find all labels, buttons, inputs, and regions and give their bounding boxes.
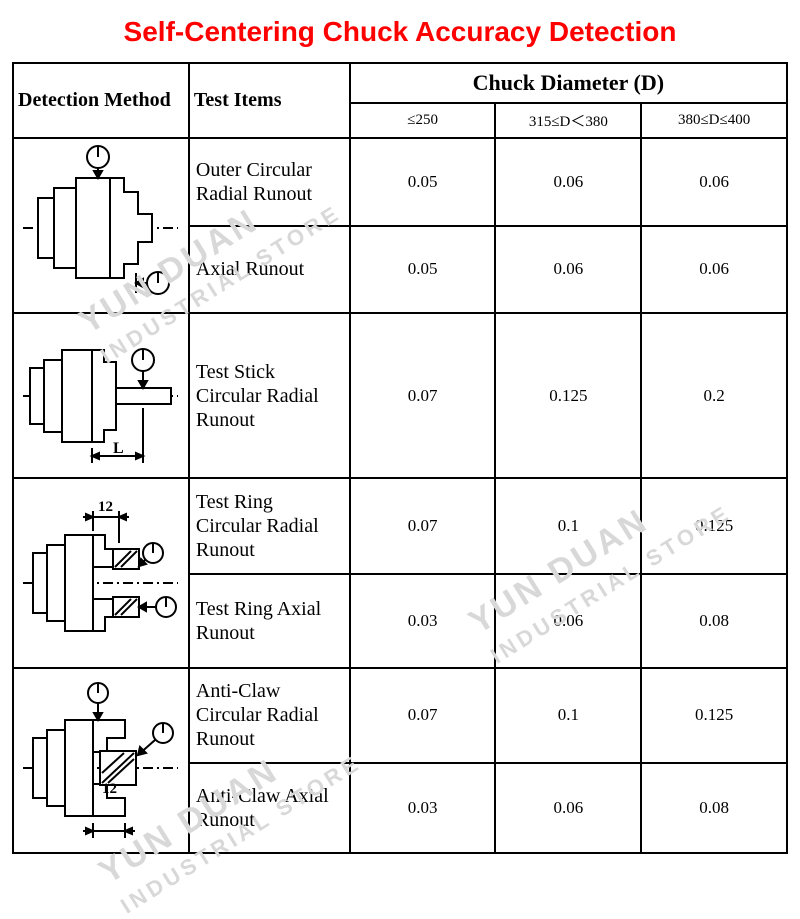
col-header-chuck: Chuck Diameter (D) bbox=[350, 63, 787, 103]
svg-text:L: L bbox=[113, 440, 124, 457]
diagram-test-stick: L bbox=[13, 313, 189, 478]
value-cell: 0.03 bbox=[350, 763, 496, 854]
test-item-label: Test Stick Circular Radial Runout bbox=[189, 313, 350, 478]
chuck-diagram-icon: L bbox=[18, 318, 183, 473]
test-item-label: Outer Circular Radial Runout bbox=[189, 138, 350, 226]
value-cell: 0.05 bbox=[350, 138, 496, 226]
value-cell: 0.06 bbox=[495, 226, 641, 314]
chuck-diagram-icon bbox=[18, 143, 183, 308]
page: Self-Centering Chuck Accuracy Detection … bbox=[0, 0, 800, 880]
value-cell: 0.05 bbox=[350, 226, 496, 314]
table-row: L Test Stick Circular Radial Runout 0.07… bbox=[13, 313, 787, 478]
value-cell: 0.125 bbox=[641, 478, 787, 574]
test-item-label: Anti-Claw Circular Radial Runout bbox=[189, 668, 350, 763]
value-cell: 0.08 bbox=[641, 763, 787, 854]
col-header-method: Detection Method bbox=[13, 63, 189, 138]
test-item-label: Test Ring Axial Runout bbox=[189, 574, 350, 668]
table-row: Outer Circular Radial Runout 0.05 0.06 0… bbox=[13, 138, 787, 226]
value-cell: 0.1 bbox=[495, 478, 641, 574]
value-cell: 0.125 bbox=[641, 668, 787, 763]
svg-text:12: 12 bbox=[98, 499, 113, 515]
value-cell: 0.06 bbox=[495, 763, 641, 854]
chuck-diagram-icon: 12 bbox=[18, 673, 183, 848]
value-cell: 0.06 bbox=[495, 138, 641, 226]
table-row: 12 Anti-Claw Circular Radial Runout 0.07… bbox=[13, 668, 787, 763]
diagram-test-ring: 12 bbox=[13, 478, 189, 668]
test-item-label: Axial Runout bbox=[189, 226, 350, 314]
table-row: 12 Test Ring Circular Radial Runout 0.07… bbox=[13, 478, 787, 574]
accuracy-table: Detection Method Test Items Chuck Diamet… bbox=[12, 62, 788, 854]
range-0: ≤250 bbox=[350, 103, 496, 138]
page-title: Self-Centering Chuck Accuracy Detection bbox=[12, 16, 788, 48]
value-cell: 0.07 bbox=[350, 668, 496, 763]
value-cell: 0.2 bbox=[641, 313, 787, 478]
chuck-diagram-icon: 12 bbox=[18, 483, 183, 663]
value-cell: 0.125 bbox=[495, 313, 641, 478]
svg-text:12: 12 bbox=[102, 781, 117, 797]
header-row-1: Detection Method Test Items Chuck Diamet… bbox=[13, 63, 787, 103]
value-cell: 0.06 bbox=[641, 226, 787, 314]
value-cell: 0.08 bbox=[641, 574, 787, 668]
test-item-label: Test Ring Circular Radial Runout bbox=[189, 478, 350, 574]
value-cell: 0.07 bbox=[350, 313, 496, 478]
range-1: 315≤D＜380 bbox=[495, 103, 641, 138]
value-cell: 0.06 bbox=[495, 574, 641, 668]
col-header-items: Test Items bbox=[189, 63, 350, 138]
value-cell: 0.03 bbox=[350, 574, 496, 668]
test-item-label: Anti-Claw Axial Runout bbox=[189, 763, 350, 854]
diagram-outer-axial bbox=[13, 138, 189, 313]
diagram-anti-claw: 12 bbox=[13, 668, 189, 853]
value-cell: 0.06 bbox=[641, 138, 787, 226]
range-2: 380≤D≤400 bbox=[641, 103, 787, 138]
value-cell: 0.07 bbox=[350, 478, 496, 574]
value-cell: 0.1 bbox=[495, 668, 641, 763]
